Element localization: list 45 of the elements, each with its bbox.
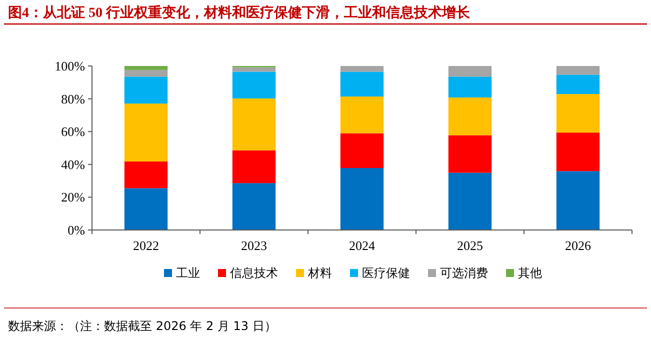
- bar: [556, 74, 600, 94]
- legend-label: 工业: [176, 266, 200, 280]
- bar: [448, 66, 492, 77]
- x-tick-label: 2022: [133, 238, 159, 253]
- y-tick-label: 100%: [54, 58, 86, 74]
- bar: [340, 96, 384, 134]
- bar: [448, 76, 492, 98]
- x-tick-label: 2023: [241, 238, 267, 253]
- bar: [232, 98, 276, 150]
- source-note: 数据来源：（注：数据截至 2026 年 2 月 13 日）: [8, 319, 276, 333]
- legend-label: 可选消费: [440, 266, 488, 280]
- x-tick-label: 2024: [349, 238, 376, 253]
- bar: [124, 66, 168, 70]
- bar: [340, 66, 384, 72]
- y-tick-label: 0%: [68, 222, 86, 238]
- y-tick-label: 20%: [61, 190, 86, 205]
- bar: [124, 76, 168, 104]
- bar: [124, 104, 168, 162]
- bar: [448, 135, 492, 173]
- chart-title: 图4：从北证 50 行业权重变化，材料和医疗保健下滑，工业和信息技术增长: [8, 4, 471, 21]
- bar: [556, 171, 600, 230]
- bar: [124, 188, 168, 230]
- legend-label: 其他: [518, 266, 542, 280]
- x-tick-label: 2025: [457, 238, 483, 253]
- y-tick-label: 80%: [61, 91, 86, 106]
- y-tick-label: 60%: [61, 124, 86, 140]
- bar: [124, 161, 168, 188]
- bar: [340, 133, 384, 168]
- legend-label: 信息技术: [230, 266, 278, 280]
- legend-label: 材料: [307, 266, 332, 280]
- bar: [448, 97, 492, 136]
- bar: [232, 183, 276, 230]
- x-tick-label: 2026: [565, 238, 592, 253]
- bar: [232, 72, 276, 98]
- bar: [556, 94, 600, 133]
- y-tick-label: 40%: [61, 156, 86, 172]
- bar: [556, 132, 600, 172]
- bar: [232, 67, 276, 72]
- bar: [232, 150, 276, 184]
- bar: [124, 70, 168, 77]
- bar: [448, 172, 492, 230]
- legend-label: 医疗保健: [362, 266, 410, 280]
- bar: [340, 72, 384, 97]
- bar: [340, 168, 384, 230]
- bar: [556, 66, 600, 75]
